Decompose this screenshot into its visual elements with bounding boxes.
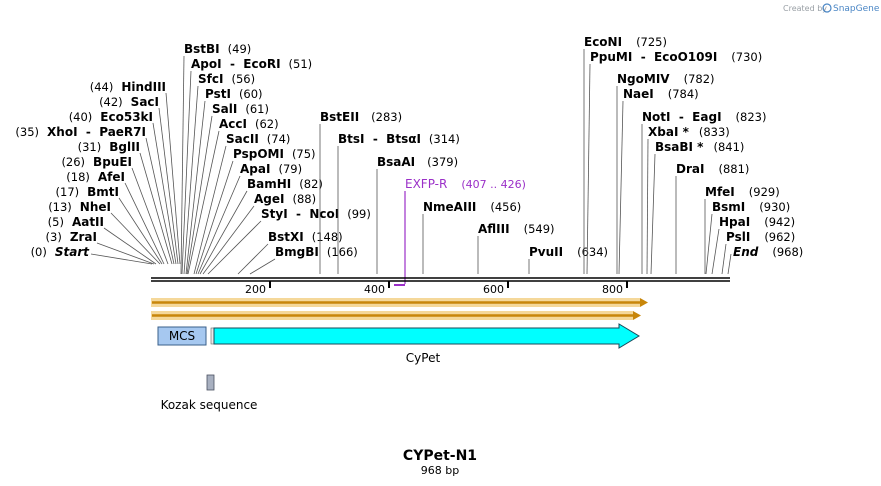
- mcs-box: [157, 326, 207, 346]
- plasmid-name: CYPet-N1: [403, 448, 477, 464]
- site-naei[interactable]: NaeI (784): [623, 87, 699, 101]
- site-end[interactable]: End (968): [733, 245, 803, 259]
- site-psti[interactable]: PstI (60): [205, 87, 263, 101]
- site-mfei[interactable]: MfeI (929): [705, 185, 780, 199]
- plasmid-title-block: CYPet-N1 968 bp: [403, 448, 477, 477]
- site-apai[interactable]: ApaI (79): [240, 162, 302, 176]
- site-bstbi[interactable]: BstBI (49): [184, 42, 251, 56]
- primer-label: EXFP-R (407 .. 426): [405, 177, 526, 191]
- site-psli[interactable]: PslI (962): [726, 230, 795, 244]
- site-bstxi[interactable]: BstXI (148): [268, 230, 343, 244]
- cypet-arrow: [213, 323, 640, 349]
- site-xbai[interactable]: XbaI * (833): [648, 125, 730, 139]
- feature-cypet[interactable]: CyPet: [210, 323, 640, 365]
- site-agei[interactable]: AgeI (88): [254, 192, 316, 206]
- site-xhoi-paer7i[interactable]: (35) XhoI - PaeR7I: [15, 125, 146, 139]
- site-nhei[interactable]: (13) NheI: [48, 200, 111, 214]
- site-bsaai[interactable]: BsaAI (379): [377, 155, 458, 169]
- tick-600-label: 600: [483, 283, 504, 296]
- snapgene-logo-icon: [822, 3, 832, 13]
- site-nmeaiii[interactable]: NmeAIII (456): [423, 200, 521, 214]
- site-bpuei[interactable]: (26) BpuEI: [61, 155, 132, 169]
- backbone: 200 400 600 800: [151, 277, 730, 296]
- site-bsteii[interactable]: BstEII (283): [320, 110, 402, 124]
- plasmid-size: 968 bp: [421, 464, 459, 477]
- site-sacii[interactable]: SacII (74): [226, 132, 290, 146]
- site-econi[interactable]: EcoNI (725): [584, 35, 667, 49]
- site-bglii[interactable]: (31) BglII: [78, 140, 140, 154]
- site-bmgbi[interactable]: BmgBI (166): [275, 245, 358, 259]
- site-noti-eagi[interactable]: NotI - EagI (823): [642, 110, 766, 124]
- site-sfci[interactable]: SfcI (56): [198, 72, 255, 86]
- tick-200-label: 200: [245, 283, 266, 296]
- orf-arrows: [151, 298, 648, 320]
- site-apoi-ecori[interactable]: ApoI - EcoRI (51): [191, 57, 312, 71]
- tick-400-label: 400: [364, 283, 385, 296]
- orf-arrow-2[interactable]: [151, 311, 641, 320]
- mid-site-labels: BstBI (49) ApoI - EcoRI (51) SfcI (56) PstI…: [184, 42, 608, 259]
- kozak-box: [206, 374, 215, 391]
- left-leader-lines: [90, 92, 181, 265]
- credit-text: Created by: [783, 4, 827, 13]
- feature-mcs[interactable]: MCS: [157, 326, 207, 346]
- site-afliii[interactable]: AflIII (549): [478, 222, 555, 236]
- site-hpai[interactable]: HpaI (942): [719, 215, 795, 229]
- site-bsabi[interactable]: BsaBI * (841): [655, 140, 744, 154]
- site-afei[interactable]: (18) AfeI: [66, 170, 125, 184]
- site-eco53ki[interactable]: (40) Eco53kI: [69, 110, 153, 124]
- kozak-label: Kozak sequence: [161, 398, 258, 412]
- orf-1-head: [640, 298, 648, 307]
- orf-2-head: [633, 311, 641, 320]
- site-aatii[interactable]: (5) AatII: [48, 215, 104, 229]
- site-bsmi[interactable]: BsmI (930): [712, 200, 790, 214]
- site-bmti[interactable]: (17) BmtI: [56, 185, 119, 199]
- tick-800-label: 800: [602, 283, 623, 296]
- site-sali[interactable]: SalI (61): [212, 102, 269, 116]
- primer-exfp-r[interactable]: EXFP-R (407 .. 426): [394, 177, 526, 286]
- site-bamhi[interactable]: BamHI (82): [247, 177, 323, 191]
- site-btsi-btsai[interactable]: BtsI - BtsαI (314): [338, 132, 460, 146]
- site-ngomiv[interactable]: NgoMIV (782): [617, 72, 715, 86]
- site-acci[interactable]: AccI (62): [219, 117, 279, 131]
- feature-kozak[interactable]: Kozak sequence: [161, 374, 258, 412]
- site-drai[interactable]: DraI (881): [676, 162, 749, 176]
- cypet-label: CyPet: [406, 351, 441, 365]
- right-site-labels: EcoNI (725) PpuMI - EcoO109I (730) NgoMIV(…: [584, 35, 803, 259]
- site-ppumi-ecoo109i[interactable]: PpuMI - EcoO109I (730): [590, 50, 762, 64]
- site-start[interactable]: (0) Start: [31, 245, 91, 259]
- left-site-labels: (44) HindIII (42) SacI (40) Eco53kI (35) Xho…: [15, 80, 166, 259]
- site-pspomi[interactable]: PspOMI (75): [233, 147, 316, 161]
- orf-arrow-1[interactable]: [151, 298, 648, 307]
- mcs-label: MCS: [169, 329, 195, 343]
- site-hindiii[interactable]: (44) HindIII: [90, 80, 166, 94]
- credit-brand: SnapGene: [833, 4, 880, 14]
- site-saci[interactable]: (42) SacI: [99, 95, 159, 109]
- site-pvuii[interactable]: PvuII (634): [529, 245, 608, 259]
- mid-leader-lines: [180, 55, 530, 275]
- site-zrai[interactable]: (3) ZraI: [46, 230, 97, 244]
- credit: Created by SnapGene: [783, 3, 880, 14]
- site-styi-ncoi[interactable]: StyI - NcoI (99): [261, 207, 371, 221]
- right-leader-lines: [583, 49, 732, 275]
